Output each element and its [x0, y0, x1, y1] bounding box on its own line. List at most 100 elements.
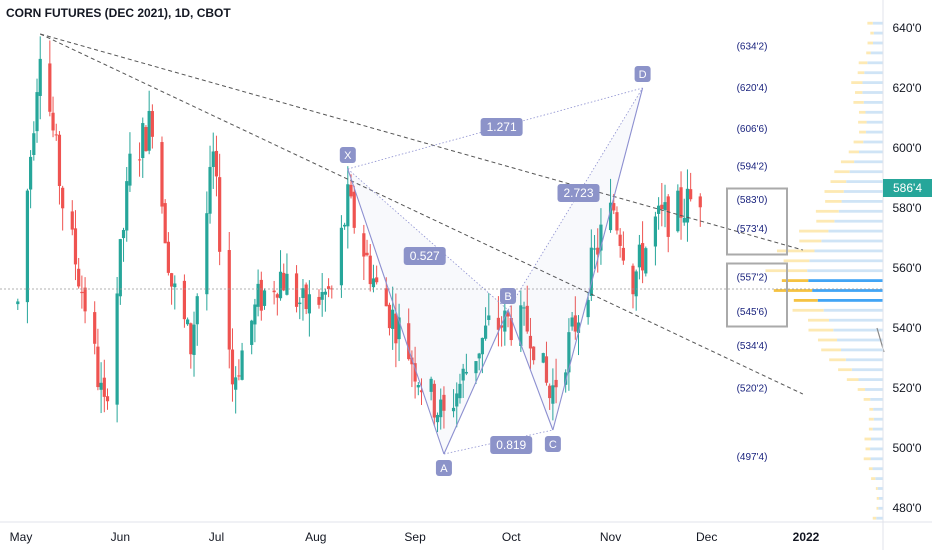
candle-body	[419, 390, 424, 393]
volume-bar	[814, 249, 883, 253]
candle-body	[83, 287, 87, 312]
ratio-label: 2.723	[563, 186, 593, 200]
x-tick-label: Dec	[696, 530, 717, 544]
candle-body	[362, 233, 366, 257]
volume-bar	[843, 190, 883, 193]
volume-bar	[793, 299, 818, 302]
volume-bar	[876, 497, 879, 500]
volume-bar	[854, 160, 883, 164]
candle-body	[195, 296, 199, 325]
x-tick-label: Nov	[600, 530, 621, 544]
candle-body	[29, 156, 33, 190]
fib-level-label: (606'6)	[737, 124, 768, 135]
y-tick-label: 600'0	[893, 141, 922, 155]
volume-bar	[863, 457, 871, 461]
candle-body	[240, 350, 244, 380]
volume-bar	[829, 358, 846, 362]
candle-body	[394, 313, 398, 344]
candle-body	[451, 407, 456, 412]
volume-bar	[873, 31, 883, 35]
candle-body	[278, 271, 283, 299]
fib-level-label: (534'4)	[737, 341, 768, 352]
fib-levels: (634'2) (620'4) (606'6) (594'2) (583'0) (573'…	[726, 41, 885, 463]
candle-body	[57, 134, 62, 186]
volume-bar	[870, 51, 883, 55]
pattern-leg	[507, 309, 554, 431]
pattern-fill	[347, 169, 509, 454]
fib-level-label: (520'2)	[737, 383, 768, 394]
candle-body	[38, 58, 42, 96]
candle-body	[397, 317, 401, 340]
candle-body	[599, 224, 603, 251]
candle-body	[285, 273, 289, 295]
volume-bar	[851, 81, 863, 84]
candle-body	[227, 250, 231, 350]
candle-body	[596, 247, 600, 255]
y-tick-label: 520'0	[893, 381, 922, 395]
volume-bar	[872, 21, 883, 25]
candle-body	[320, 291, 324, 300]
trendline	[40, 33, 804, 395]
ratio-label: 0.527	[410, 249, 440, 263]
fib-level-label: (557'2)	[737, 272, 768, 283]
candle-body	[349, 184, 353, 197]
candle-body	[96, 346, 100, 388]
volume-bar	[858, 110, 866, 114]
volume-bar	[871, 437, 883, 441]
volume-bar	[773, 289, 813, 292]
pattern-point-badge	[339, 147, 356, 163]
candle-body	[685, 188, 690, 223]
candle-body	[256, 283, 260, 307]
volume-bar	[799, 239, 822, 243]
volume-bar	[872, 467, 883, 471]
candle-body	[186, 319, 190, 325]
fib-level-label: (620'4)	[737, 83, 768, 94]
candle-body	[115, 293, 119, 405]
ratio-badge	[403, 247, 446, 265]
candle-body	[551, 385, 555, 404]
pattern-point-label: C	[549, 439, 557, 451]
y-tick-label: 480'0	[893, 501, 922, 515]
ratio-badge	[480, 118, 523, 136]
volume-bar	[868, 427, 873, 431]
pattern-point-badge	[634, 66, 651, 82]
volume-bar	[834, 170, 850, 174]
candle-body	[77, 268, 81, 287]
candle-body	[570, 317, 574, 327]
candle-body	[435, 414, 440, 423]
volume-bar	[807, 269, 883, 273]
candle-body	[522, 307, 526, 309]
volume-bar	[853, 140, 864, 144]
volume-bar	[873, 417, 883, 421]
y-tick-label: 580'0	[893, 201, 922, 215]
volume-bar	[871, 477, 876, 480]
candle-body	[330, 288, 334, 290]
volume-bar	[783, 259, 810, 263]
volume-bar	[809, 259, 883, 263]
candle-body	[343, 224, 347, 227]
candle-body	[631, 265, 635, 295]
volume-bar	[862, 81, 883, 84]
candle-body	[464, 371, 468, 374]
volume-bar	[799, 229, 829, 233]
candle-body	[519, 305, 523, 347]
candle-body	[384, 288, 388, 307]
pattern-leg	[552, 87, 644, 431]
fib-level-label: (545'6)	[737, 307, 768, 318]
candle-body	[121, 229, 126, 239]
y-tick-label: 500'0	[893, 441, 922, 455]
candle-body	[525, 305, 529, 332]
volume-bar	[808, 318, 829, 322]
volume-bar	[837, 338, 883, 342]
candle-body	[272, 290, 276, 293]
volume-bar	[833, 328, 883, 332]
pattern-point-badge	[435, 460, 452, 476]
x-tick-label: 2022	[793, 530, 820, 544]
candle-body	[509, 317, 513, 341]
candle-body	[25, 190, 30, 303]
volume-bar	[838, 209, 883, 213]
candle-body	[307, 294, 311, 314]
candle-body	[147, 110, 151, 151]
